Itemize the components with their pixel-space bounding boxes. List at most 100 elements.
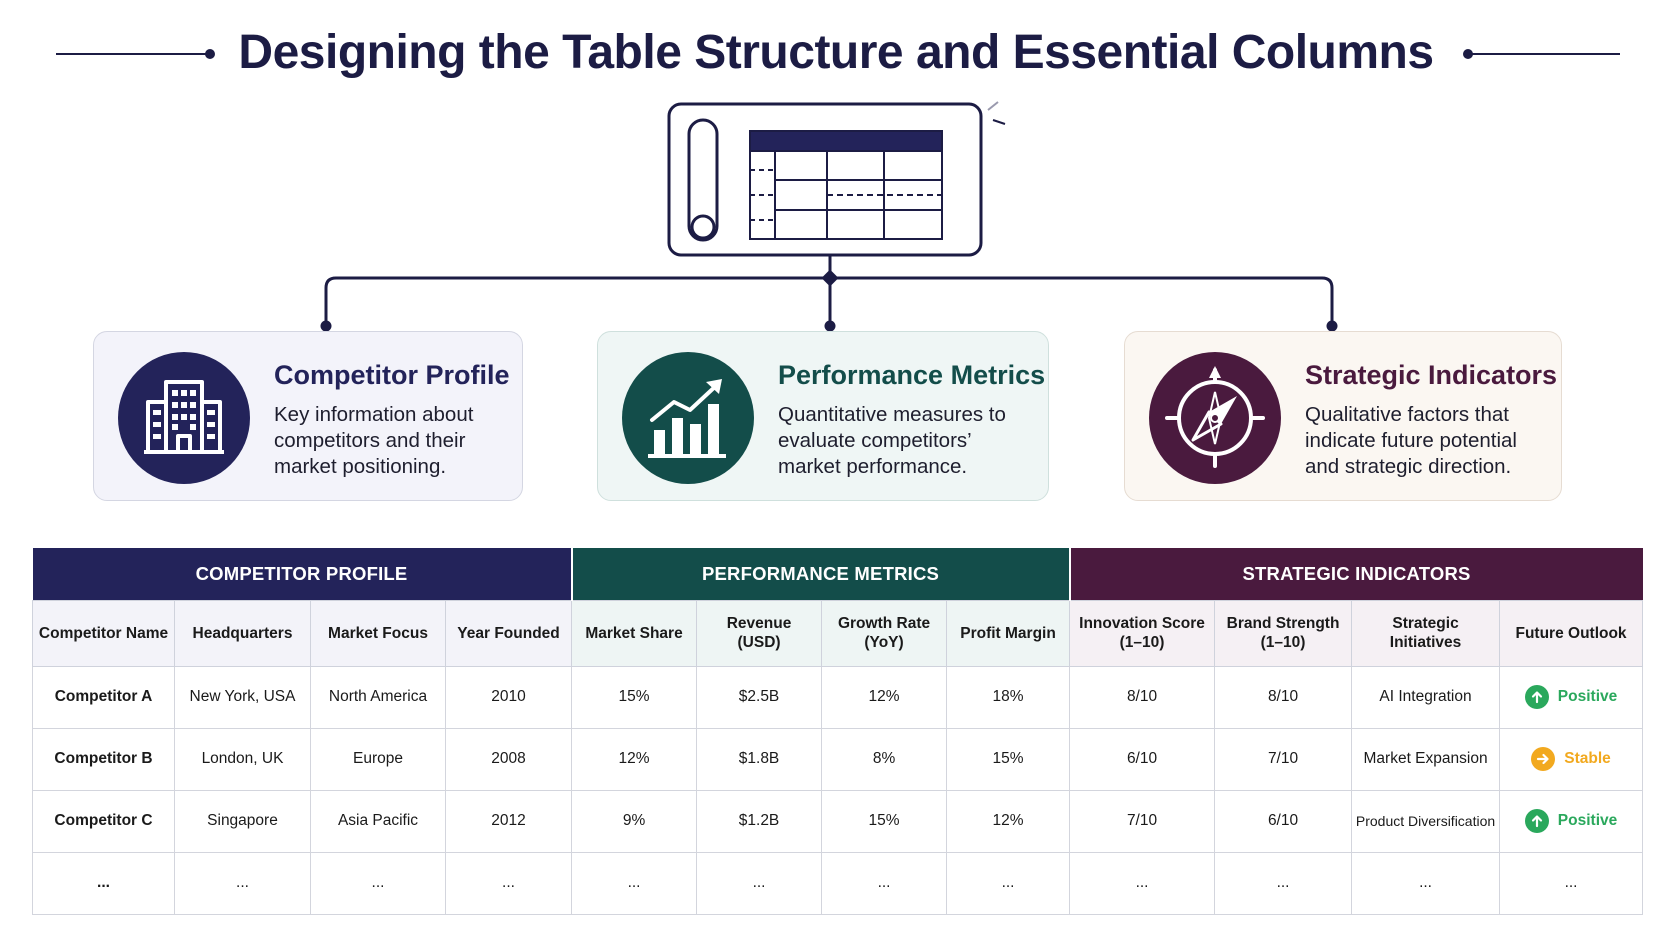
competitor-analysis-table: COMPETITOR PROFILE PERFORMANCE METRICS S…: [32, 548, 1644, 915]
table-row: Competitor B London, UK Europe 2008 12% $1.8B…: [32, 727, 1644, 791]
table-row: Competitor A New York, USA North America 20…: [32, 665, 1644, 729]
column-header-line: Brand Strength: [1226, 615, 1340, 632]
title-dot-left: [205, 49, 215, 59]
table-cell: Stable: [1499, 727, 1644, 791]
table-cell: Asia Pacific: [310, 789, 446, 853]
table-body: Competitor A New York, USA North America 20…: [32, 665, 1644, 915]
table-cell: ...: [1214, 851, 1353, 915]
group-header-competitor-profile: COMPETITOR PROFILE: [32, 548, 572, 600]
column-header: Strategic Initiatives: [1351, 599, 1501, 667]
connector-lines: [324, 255, 1334, 325]
group-header-strategic-indicators: STRATEGIC INDICATORS: [1068, 548, 1643, 600]
card-description: Quantitative measures to evaluate compet…: [778, 403, 1006, 478]
column-header: Competitor Name: [32, 599, 175, 667]
column-header: Revenue (USD): [696, 599, 823, 667]
table-cell: 15%: [946, 727, 1071, 791]
table-cell: 12%: [946, 789, 1071, 853]
outlook-label: Stable: [1564, 749, 1611, 767]
table-cell: ...: [1351, 851, 1501, 915]
table-cell: Positive: [1499, 789, 1644, 853]
column-header: Brand Strength (1–10): [1214, 599, 1353, 667]
table-cell: North America: [310, 665, 446, 729]
outlook-label: Positive: [1557, 811, 1618, 829]
table-cell: Competitor B: [32, 727, 175, 791]
table-cell: AI Integration: [1351, 665, 1501, 729]
card-title: Performance Metrics: [778, 360, 1046, 390]
column-header-line: Year Founded: [457, 624, 560, 642]
compass-icon: [1149, 352, 1281, 484]
competitor-table-wrapper: COMPETITOR PROFILE PERFORMANCE METRICS S…: [32, 548, 1644, 915]
table-row: Competitor C Singapore Asia Pacific 2012 9% $…: [32, 789, 1644, 853]
column-header: Market Focus: [310, 599, 446, 667]
table-cell: 7/10: [1069, 789, 1216, 853]
column-header-line: Market Focus: [328, 624, 428, 642]
table-cell: 8/10: [1069, 665, 1216, 729]
arrow-up-circle-icon: [1524, 808, 1549, 833]
table-cell: ...: [32, 851, 175, 915]
table-cell: 18%: [946, 665, 1071, 729]
table-cell: $2.5B: [696, 665, 823, 729]
table-cell: $1.8B: [696, 727, 823, 791]
outlook-badge: Stable: [1531, 746, 1611, 771]
table-cell: Singapore: [174, 789, 311, 853]
column-header-line: Revenue: [726, 615, 792, 632]
title-rule-right: [1468, 53, 1620, 55]
table-cell: 8%: [821, 727, 948, 791]
column-header-line: (USD): [737, 634, 781, 651]
bar-chart-trend-icon: [622, 352, 754, 484]
column-header: Growth Rate (YoY): [821, 599, 948, 667]
category-card-performance-metrics: Performance Metrics Quantitative measure…: [597, 331, 1049, 501]
table-cell: London, UK: [174, 727, 311, 791]
outlook-badge: Positive: [1524, 808, 1618, 833]
column-header: Year Founded: [444, 599, 573, 667]
column-header-line: Headquarters: [192, 624, 293, 642]
table-cell: Product Diversification: [1351, 789, 1501, 853]
arrow-up-circle-icon: [1524, 684, 1549, 709]
category-card-strategic-indicators: Strategic Indicators Qualitative factors…: [1124, 331, 1562, 501]
connector-dots: [320, 269, 1338, 332]
table-cell: Positive: [1499, 665, 1644, 729]
table-cell: ...: [1069, 851, 1216, 915]
table-cell: ...: [444, 851, 573, 915]
table-cell: 9%: [571, 789, 698, 853]
card-description: Key information about competitors and th…: [274, 403, 474, 478]
column-header-line: Competitor Name: [38, 624, 169, 642]
table-cell: New York, USA: [174, 665, 311, 729]
card-title: Competitor Profile: [274, 360, 510, 390]
table-cell: ...: [310, 851, 446, 915]
table-cell: 6/10: [1214, 789, 1353, 853]
table-cell: 6/10: [1069, 727, 1216, 791]
table-cell: 7/10: [1214, 727, 1353, 791]
column-header-line: Future Outlook: [1515, 624, 1627, 642]
table-cell: 2010: [444, 665, 573, 729]
column-header: Innovation Score (1–10): [1069, 599, 1216, 667]
table-cell: 2008: [444, 727, 573, 791]
table-cell: Competitor A: [32, 665, 175, 729]
table-cell: ...: [1499, 851, 1644, 915]
column-header-line: Market Share: [585, 624, 683, 642]
table-cell: Competitor C: [32, 789, 175, 853]
table-cell: ...: [821, 851, 948, 915]
column-header-line: Profit Margin: [960, 624, 1056, 642]
table-cell: ...: [174, 851, 311, 915]
column-header-line: (1–10): [1260, 634, 1306, 651]
building-icon: [118, 352, 250, 484]
arrow-right-circle-icon: [1531, 746, 1556, 771]
table-cell: 12%: [571, 727, 698, 791]
table-cell: 15%: [821, 789, 948, 853]
title-rule-left: [56, 53, 210, 55]
table-cell: Market Expansion: [1351, 727, 1501, 791]
table-cell: ...: [571, 851, 698, 915]
column-header: Profit Margin: [946, 599, 1071, 667]
group-header-performance-metrics: PERFORMANCE METRICS: [570, 548, 1070, 600]
table-illustration-diagram: [320, 101, 1338, 332]
table-cell: $1.2B: [696, 789, 823, 853]
column-header: Market Share: [571, 599, 698, 667]
column-header-line: (YoY): [864, 634, 904, 651]
table-cell: ...: [946, 851, 1071, 915]
column-header-line: (1–10): [1119, 634, 1165, 651]
table-cell: ...: [696, 851, 823, 915]
table-document-icon: [667, 101, 1006, 257]
group-header-row: COMPETITOR PROFILE PERFORMANCE METRICS S…: [32, 548, 1643, 600]
column-header-line: Innovation Score: [1079, 615, 1205, 632]
